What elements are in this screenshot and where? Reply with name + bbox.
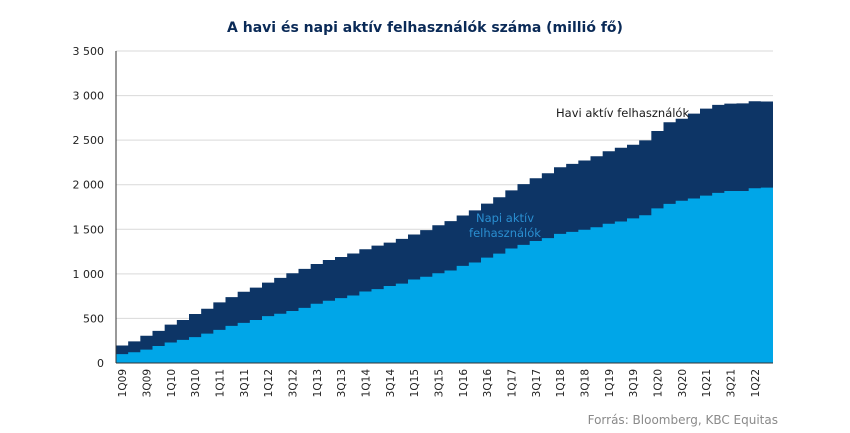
annotation-monthly-active-users: Havi aktív felhasználók — [556, 106, 689, 120]
x-tick-label: 1Q10 — [166, 369, 178, 397]
y-tick-labels: 0 500 1 000 1 500 2 000 2 500 3 000 3 500 — [73, 45, 105, 370]
x-tick-label: 1Q16 — [458, 369, 470, 398]
y-tick-label: 0 — [97, 357, 104, 370]
x-tick-label: 1Q20 — [652, 369, 664, 397]
x-tick-label: 3Q10 — [190, 369, 202, 397]
x-tick-label: 1Q15 — [409, 369, 421, 397]
y-tick-label: 3 500 — [73, 45, 105, 58]
x-tick-label: 1Q09 — [117, 369, 129, 397]
x-tick-label: 3Q16 — [482, 369, 494, 398]
x-tick-label: 3Q13 — [336, 369, 348, 397]
y-tick-label: 1 000 — [73, 268, 105, 281]
x-tick-label: 1Q17 — [506, 369, 518, 397]
x-tick-label: 3Q19 — [628, 369, 640, 397]
annotations: Havi aktív felhasználók Napi aktív felhas… — [469, 106, 689, 240]
y-tick-label: 2 000 — [73, 179, 105, 192]
y-tick-label: 500 — [83, 312, 104, 325]
x-tick-label: 3Q21 — [725, 369, 737, 397]
x-tick-label: 1Q18 — [555, 369, 567, 397]
series-area-daily — [116, 187, 773, 363]
source-note: Forrás: Bloomberg, KBC Equitas — [587, 413, 778, 427]
x-tick-label: 1Q19 — [604, 369, 616, 397]
y-tick-label: 2 500 — [73, 134, 105, 147]
x-tick-label: 1Q11 — [214, 369, 226, 397]
x-tick-label: 1Q22 — [750, 369, 762, 397]
x-tick-label: 3Q15 — [433, 369, 445, 397]
x-tick-labels: 1Q09 3Q09 1Q10 3Q10 1Q11 3Q11 1Q12 3Q12 1Q13 3Q13… — [117, 369, 762, 398]
axes — [115, 51, 773, 364]
annotation-daily-active-users: Napi aktív felhasználók — [469, 211, 541, 240]
x-tick-label: 3Q18 — [579, 369, 591, 397]
x-tick-label: 1Q13 — [312, 369, 324, 397]
x-tick-label: 3Q09 — [141, 369, 153, 397]
x-tick-label: 1Q21 — [701, 369, 713, 397]
y-tick-label: 3 000 — [73, 90, 105, 103]
x-tick-label: 3Q20 — [677, 369, 689, 397]
x-tick-label: 3Q14 — [385, 369, 397, 398]
y-tick-label: 1 500 — [73, 223, 105, 236]
x-tick-label: 1Q12 — [263, 369, 275, 397]
x-tick-label: 3Q11 — [239, 369, 251, 397]
series-areas — [116, 101, 773, 363]
annotation-line: felhasználók — [469, 226, 541, 240]
chart-title: A havi és napi aktív felhasználók száma … — [227, 20, 623, 36]
x-tick-label: 3Q17 — [531, 369, 543, 397]
annotation-line: Napi aktív — [476, 211, 534, 225]
x-tick-label: 3Q12 — [287, 369, 299, 397]
x-tick-label: 1Q14 — [360, 369, 372, 398]
